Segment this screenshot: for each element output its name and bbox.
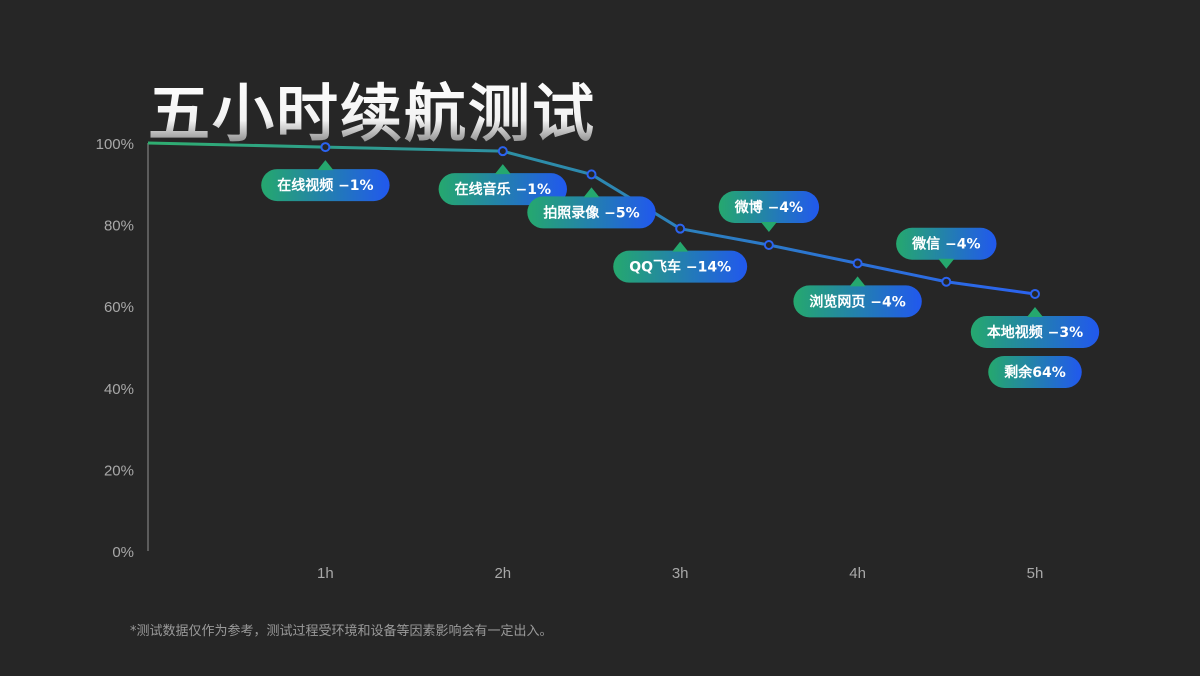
y-tick-label: 60% <box>104 299 134 316</box>
callout-pointer <box>938 258 955 269</box>
axes <box>147 143 1095 552</box>
callout-text: 本地视频 −3% <box>987 324 1083 341</box>
data-point <box>1030 288 1040 299</box>
callout-text: 在线视频 −1% <box>277 177 373 194</box>
callout-label: 拍照录像 −5% <box>527 187 656 229</box>
callout-pointer <box>672 241 689 252</box>
y-tick-label: 40% <box>104 381 134 398</box>
y-tick-labels: 0% 20% 40% 60% 80% 100% <box>96 136 134 561</box>
y-tick-label: 0% <box>112 544 134 561</box>
callout-label: 在线音乐 −1% <box>438 164 567 206</box>
callout-text: 微信 −4% <box>911 236 980 253</box>
callout-pointer <box>1027 306 1043 317</box>
data-point <box>852 258 863 269</box>
y-tick-label: 100% <box>96 136 134 153</box>
callout-pointer <box>849 276 866 287</box>
callout-pill <box>527 196 656 229</box>
chart-title: 五小时续航测试 <box>148 74 596 154</box>
x-tick-label: 2h <box>494 565 511 582</box>
x-tick-label: 1h <box>317 565 334 582</box>
callout-pill <box>718 191 820 223</box>
data-point <box>586 169 597 180</box>
callout-pill <box>613 250 748 283</box>
footnote: *测试数据仅作为参考，测试过程受环境和设备等因素影响会有一定出入。 <box>130 624 553 639</box>
callout-label: 微博 −4% <box>718 191 820 232</box>
callout-label: 在线视频 −1% <box>261 160 390 202</box>
callout-label: 浏览网页 −4% <box>793 276 922 318</box>
data-point <box>763 240 774 250</box>
callout-pointer <box>317 160 334 171</box>
y-tick-label: 80% <box>104 218 134 235</box>
data-point <box>497 146 508 157</box>
callout-pill <box>970 315 1100 348</box>
callout-label: 本地视频 −3% <box>970 306 1100 348</box>
y-tick-label: 20% <box>104 462 134 479</box>
callout-text: 拍照录像 −5% <box>543 204 639 221</box>
callout-pointer <box>494 164 511 175</box>
callouts: 在线视频 −1% 在线音乐 −1% 拍照录像 −5% QQ飞车 −14% 微博 −4% 浏… <box>261 160 1100 388</box>
callout-pill <box>261 169 390 202</box>
callout-pill <box>988 355 1082 388</box>
callout-text: 浏览网页 −4% <box>809 293 905 310</box>
data-point <box>320 142 331 153</box>
callout-text: QQ飞车 −14% <box>629 259 731 276</box>
callout-text: 剩余64% <box>1004 364 1066 381</box>
x-tick-label: 3h <box>672 565 689 582</box>
callout-label: QQ飞车 −14% <box>613 241 748 283</box>
data-point <box>675 223 686 234</box>
callout-pill <box>896 227 997 260</box>
callout-pill <box>438 173 567 206</box>
callout-label: 微信 −4% <box>896 227 997 269</box>
x-tick-label: 4h <box>849 565 866 582</box>
callout-label: 剩余64% <box>988 355 1082 388</box>
x-tick-label: 5h <box>1027 565 1044 582</box>
callout-pill <box>793 285 922 318</box>
callout-text: 在线音乐 −1% <box>455 181 551 198</box>
x-tick-labels: 1h 2h 3h 4h 5h <box>317 565 1043 582</box>
callout-pointer <box>583 187 600 198</box>
callout-text: 微博 −4% <box>734 199 803 216</box>
data-points <box>320 142 1040 299</box>
callout-pointer <box>760 222 777 232</box>
data-point <box>941 276 952 287</box>
